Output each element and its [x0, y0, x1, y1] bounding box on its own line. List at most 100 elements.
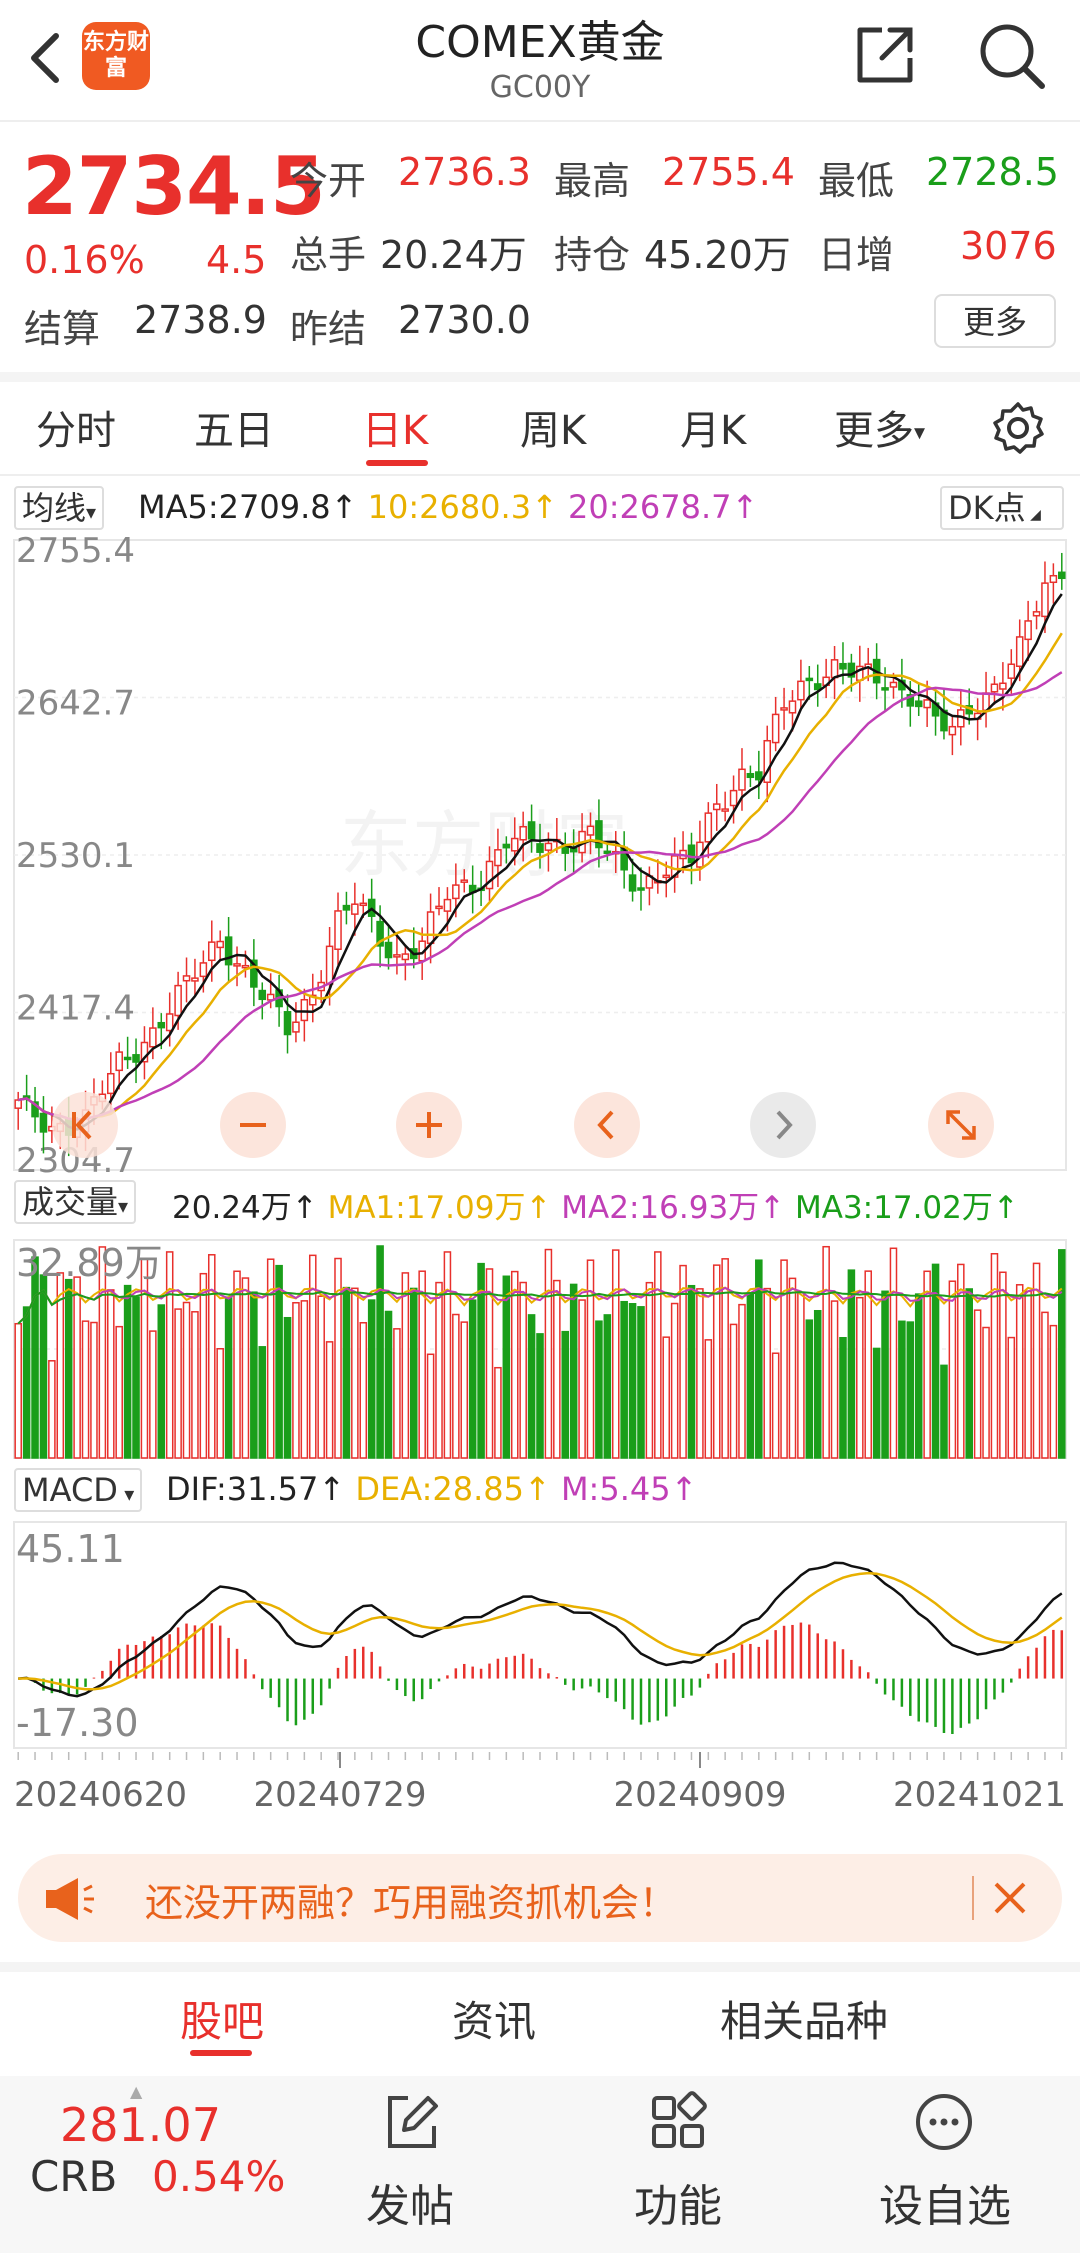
promo-banner[interactable] [18, 1854, 1062, 1942]
promo-text[interactable]: 还没开两融？巧用融资抓机会！ [145, 1881, 678, 1925]
value-settlement: 2738.9 [134, 298, 267, 342]
candle-body [443, 898, 452, 912]
crb-index-percent[interactable]: 0.54% [152, 2152, 286, 2201]
volume-bar [696, 1288, 704, 1459]
volume-bar [1007, 1336, 1016, 1459]
date-label: 20241021 [893, 1775, 1066, 1815]
volume-bar [376, 1245, 384, 1459]
crb-index-name[interactable]: CRB [30, 2152, 118, 2201]
chevron-left-icon [597, 1110, 614, 1140]
tab-more-label: 更多 [834, 408, 914, 454]
volume-bar [384, 1310, 393, 1459]
value-open-interest: 45.20万 [644, 233, 791, 277]
candle-body [788, 700, 797, 714]
zoom-in-button[interactable] [396, 1092, 462, 1158]
share-icon[interactable] [852, 22, 918, 88]
page-title: COMEX黄金 [415, 17, 665, 68]
volume-ma3-line [17, 1289, 1062, 1325]
gear-icon[interactable] [990, 400, 1046, 456]
volume-bar [948, 1280, 957, 1459]
volume-ma1: MA1:17.09万↑ [327, 1190, 552, 1226]
candle-body [755, 771, 763, 781]
price-tick-label: 2530.1 [16, 836, 135, 876]
candle-body [889, 681, 898, 688]
candle-body [662, 874, 671, 879]
chevron-right-icon [776, 1110, 793, 1140]
caret-down-icon: ▾ [914, 420, 926, 446]
macd-selector[interactable]: MACD ▾ [14, 1468, 143, 1512]
candle-body [191, 977, 199, 982]
close-icon[interactable] [990, 1878, 1030, 1918]
tab-monthly-k[interactable]: 月K [680, 408, 747, 454]
double-chevron-left-icon [72, 1110, 92, 1140]
candle-body [738, 768, 746, 791]
dk-point-button[interactable]: DK点 ◢ [940, 486, 1064, 530]
volume-bar [342, 1286, 351, 1459]
volume-bar [763, 1287, 772, 1459]
add-watchlist-label[interactable]: 设自选 [879, 2181, 1011, 2232]
candle-body [384, 941, 393, 959]
volume-bar [460, 1321, 469, 1459]
volume-bar [536, 1333, 544, 1459]
volume-bar [898, 1320, 906, 1459]
volume-bar [595, 1320, 603, 1459]
volume-bar [805, 1319, 814, 1459]
next-button[interactable] [750, 1092, 816, 1158]
label-settlement: 结算 [24, 307, 101, 351]
last-price: 2734.5 [22, 140, 326, 233]
functions-button[interactable] [646, 2090, 710, 2158]
edit-icon [388, 2096, 438, 2148]
volume-bar [527, 1314, 536, 1459]
candle-body [527, 821, 536, 840]
macd-tick-label: 45.11 [16, 1527, 125, 1571]
volume-bar [881, 1290, 889, 1459]
scroll-back-button[interactable] [52, 1092, 118, 1158]
candle-body [797, 680, 805, 701]
crb-index-value[interactable]: 281.07 [60, 2098, 221, 2152]
back-arrow-icon[interactable] [22, 28, 72, 88]
ma20-value: 20:2678.7↑ [568, 488, 759, 526]
fullscreen-button[interactable] [928, 1092, 994, 1158]
section-gap [0, 1962, 1080, 1972]
tab-more[interactable]: 更多▾ [834, 398, 925, 456]
post-label[interactable]: 发帖 [366, 2181, 454, 2232]
volume-bar [1049, 1324, 1058, 1459]
volume-bar [553, 1279, 561, 1459]
more-quote-button[interactable]: 更多 [934, 294, 1056, 348]
post-button[interactable] [380, 2090, 444, 2158]
volume-bar [165, 1251, 174, 1459]
active-tab-indicator [190, 2050, 252, 2056]
tab-guba[interactable]: 股吧 [180, 1997, 265, 2046]
ma-selector[interactable]: 均线▾ [14, 486, 105, 530]
volume-bar [620, 1300, 628, 1459]
tab-related[interactable]: 相关品种 [720, 1997, 889, 2046]
volume-bar [755, 1259, 763, 1459]
tab-news[interactable]: 资讯 [452, 1997, 537, 2046]
volume-selector[interactable]: 成交量▾ [14, 1180, 137, 1224]
volume-bar [393, 1328, 401, 1459]
macd-selector-label: MACD [22, 1471, 118, 1509]
label-open: 今开 [290, 159, 367, 203]
macd-panel-frame [13, 1521, 1067, 1749]
functions-label[interactable]: 功能 [634, 2181, 722, 2232]
kline-chart[interactable]: 东方财富2755.42642.72530.12417.42304.732.89万… [0, 530, 1080, 1830]
divider [972, 1876, 974, 1920]
previous-button[interactable] [574, 1092, 640, 1158]
label-prev-settlement: 昨结 [290, 307, 367, 351]
volume-bar [149, 1330, 157, 1459]
volume-value: 20.24万↑ [172, 1190, 318, 1226]
price-tick-label: 2417.4 [16, 988, 135, 1028]
zoom-out-button[interactable] [220, 1092, 286, 1158]
tab-five-day[interactable]: 五日 [194, 408, 274, 454]
volume-ma2: MA2:16.93万↑ [561, 1190, 786, 1226]
search-icon[interactable] [976, 20, 1048, 92]
candle-body [393, 954, 401, 958]
macd-legend: DIF:31.57↑ DEA:28.85↑ M:5.45↑ [166, 1470, 697, 1508]
add-watchlist-button[interactable] [912, 2090, 976, 2158]
volume-bar [923, 1270, 931, 1459]
macd-dif-line [18, 1561, 1063, 1698]
tab-intraday[interactable]: 分时 [36, 408, 116, 454]
tab-weekly-k[interactable]: 周K [520, 408, 587, 454]
volume-bar [157, 1304, 166, 1459]
tab-daily-k[interactable]: 日K [362, 408, 429, 454]
